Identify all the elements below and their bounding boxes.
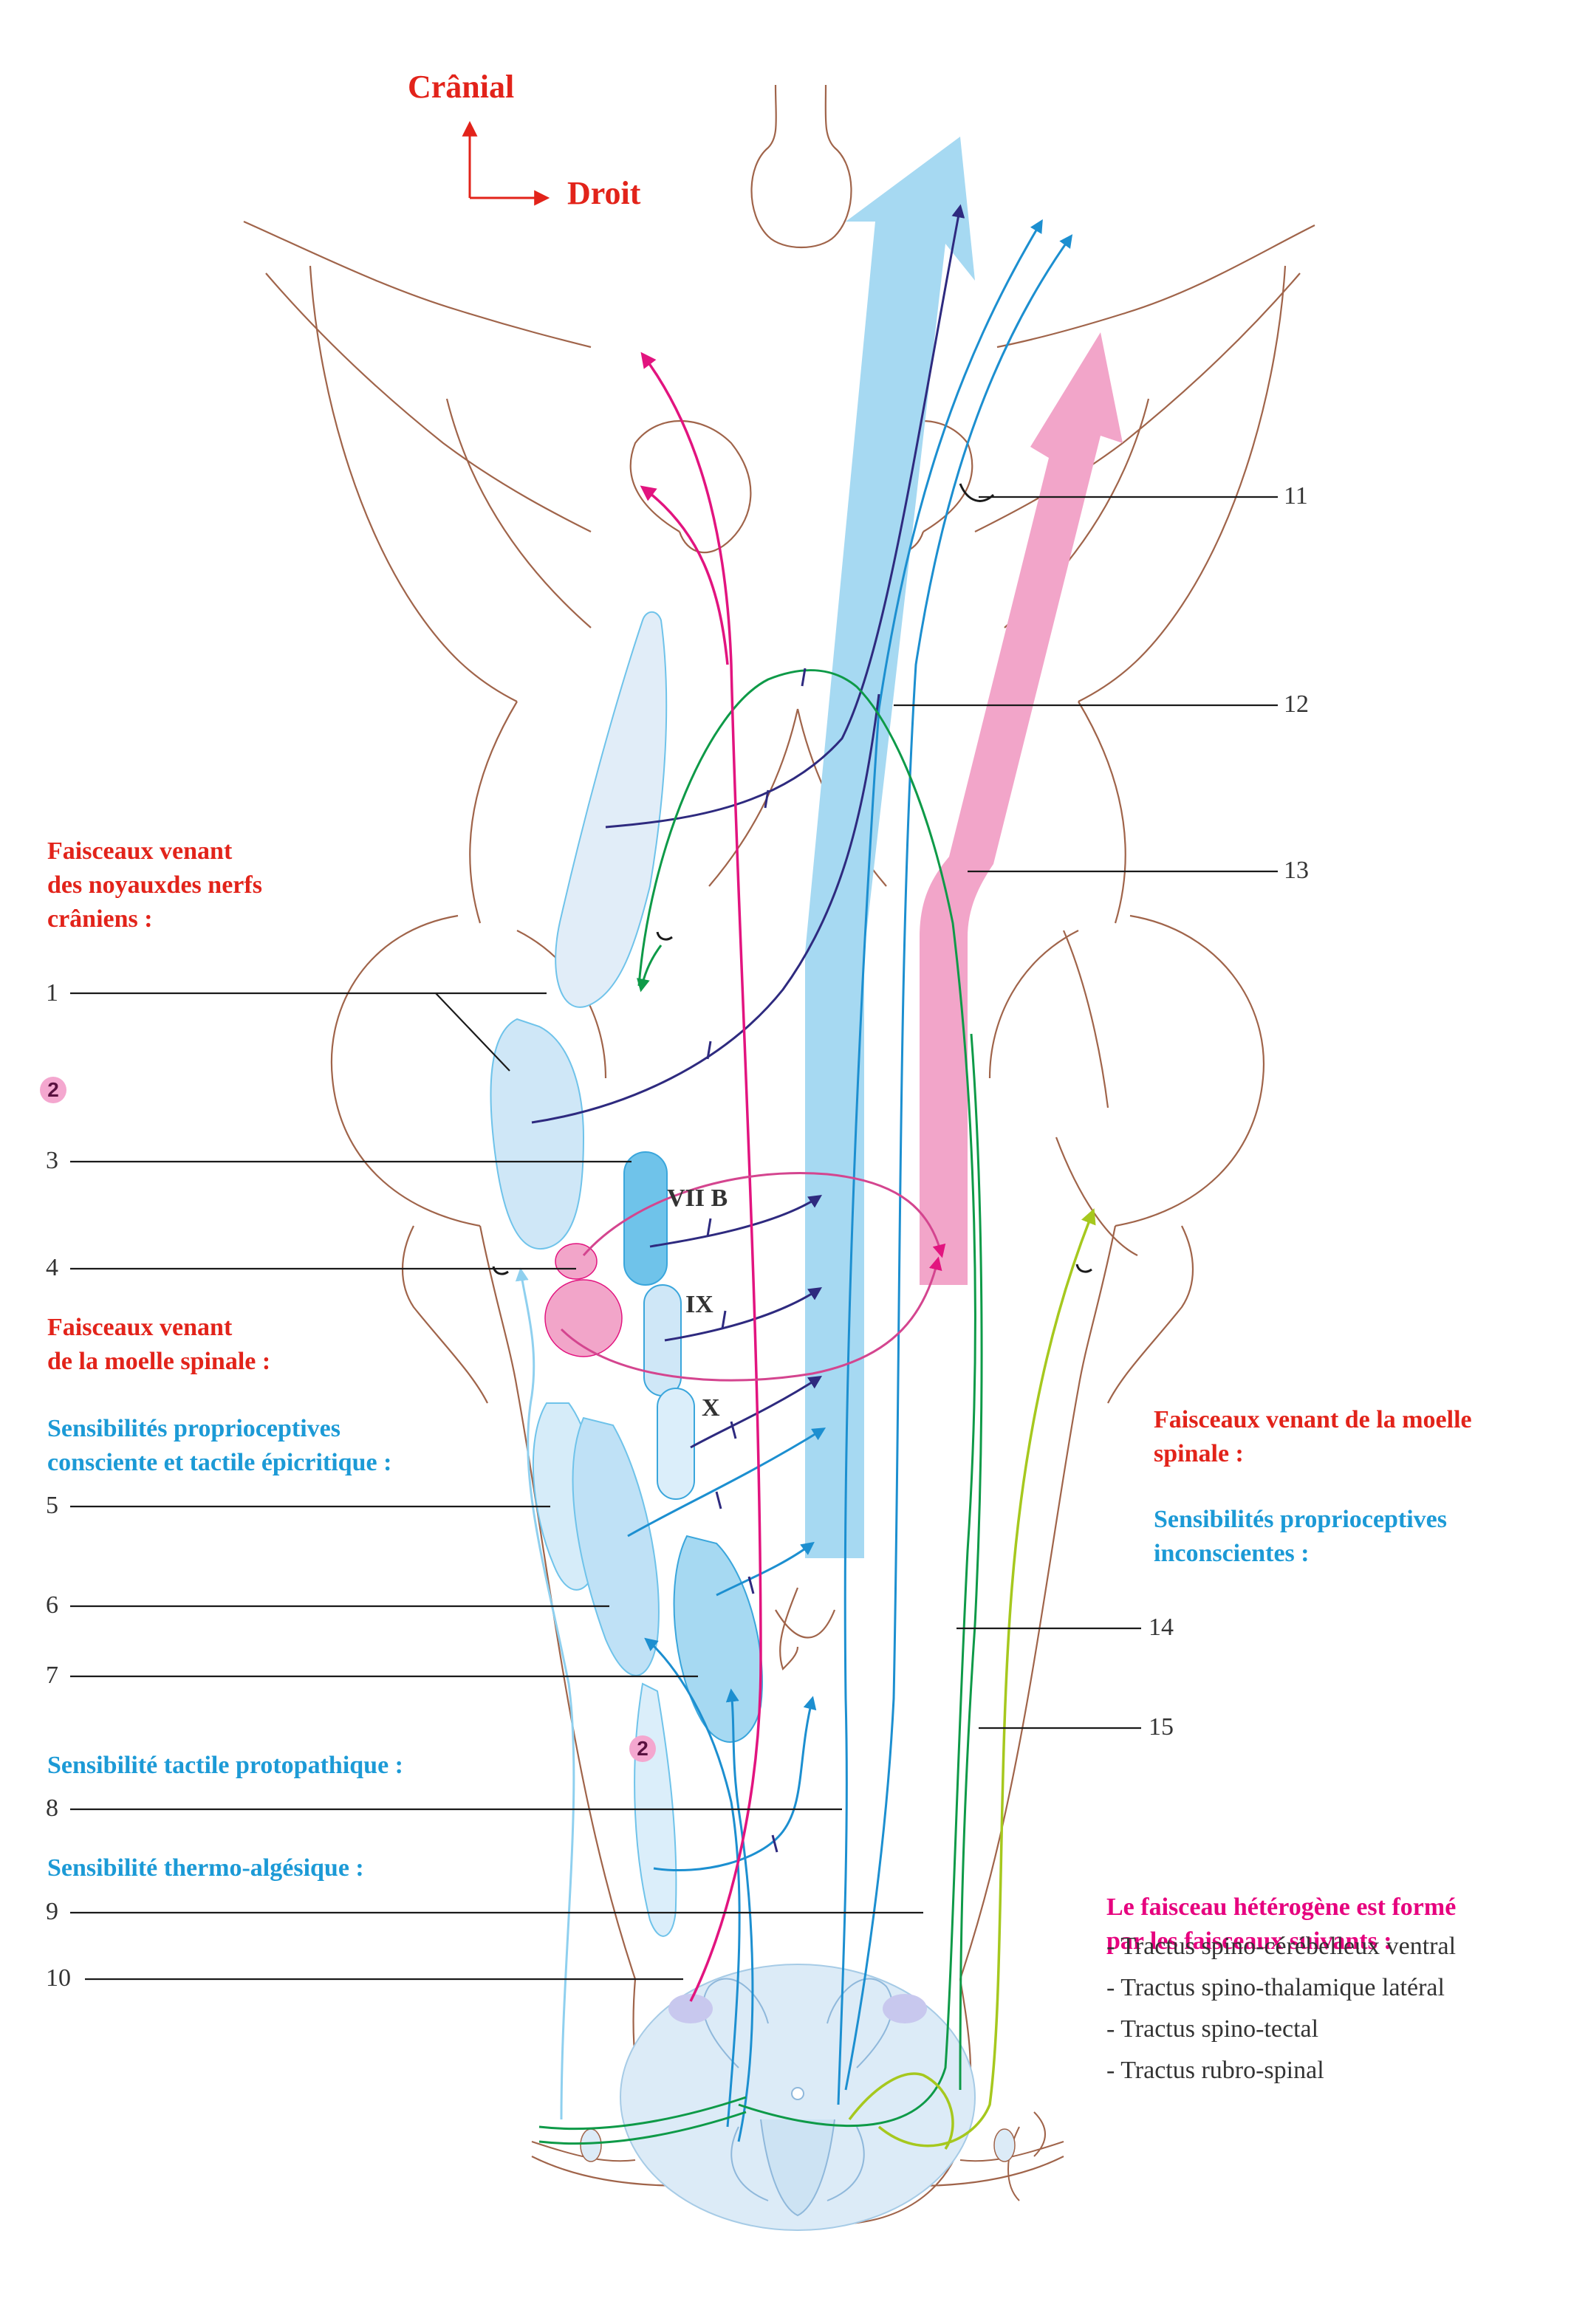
number-5: 5	[46, 1492, 58, 1519]
tract-item: - Tractus rubro-spinal	[1106, 2057, 1324, 2084]
right-label: Droit	[567, 175, 641, 211]
light-blue-line	[515, 1267, 575, 2120]
green-arrowhead	[637, 945, 663, 993]
fiber-ticks	[706, 668, 807, 1853]
cranial-label: Crânial	[408, 69, 515, 105]
navy-tract-lines	[531, 204, 965, 1449]
medial-lemniscus-arrow	[805, 137, 975, 1558]
number-4: 4	[46, 1254, 58, 1281]
number-3: 3	[46, 1147, 58, 1174]
number-6: 6	[46, 1591, 58, 1619]
green-tract-lines	[538, 669, 983, 2145]
number-9: 9	[46, 1898, 58, 1925]
magenta-tract-lines	[640, 352, 762, 2002]
badge-2-upper: 2	[40, 1077, 66, 1103]
number-8: 8	[46, 1795, 58, 1822]
spinal-cord-section	[531, 1964, 1064, 2231]
tract-item: - Tractus spino-tectal	[1106, 2015, 1319, 2043]
number-12: 12	[1284, 690, 1309, 718]
number-1: 1	[46, 979, 58, 1007]
number-15: 15	[1149, 1713, 1174, 1741]
tract-item: - Tractus spino-cérébelleux ventral	[1106, 1933, 1457, 1960]
blue-tract-lines	[627, 219, 1073, 2142]
pink-tract-arrow	[920, 332, 1123, 1285]
tract-list: - Tractus spino-cérébelleux ventral - Tr…	[1106, 1926, 1456, 2091]
brainstem-outline	[243, 84, 1315, 2227]
number-13: 13	[1284, 857, 1309, 884]
heading-protopathic: Sensibilité tactile protopathique :	[47, 1752, 403, 1779]
cranial-nuclei	[490, 611, 763, 1937]
vestibular-pink-loop	[560, 1171, 946, 1382]
heading-heterogeneous: Le faisceau hétérogène est formé par les…	[1106, 1893, 1457, 1955]
leader-lines	[70, 496, 1278, 1981]
heading-thermo: Sensibilité thermo-algésique :	[47, 1854, 364, 1882]
heading-proprio-conscious: Sensibilités proprioceptives consciente …	[47, 1415, 392, 1476]
nerve-label-x: X	[702, 1394, 720, 1422]
heading-cranial-nuclei: Faisceaux venant des noyauxdes nerfs crâ…	[47, 837, 262, 933]
badge-2-lower: 2	[629, 1735, 656, 1762]
heading-proprio-unconscious: Sensibilités proprioceptives inconscient…	[1154, 1506, 1447, 1567]
heading-spinal-cord-right: Faisceaux venant de la moelle spinale :	[1154, 1406, 1472, 1467]
number-11: 11	[1284, 482, 1308, 510]
nerve-label-ix: IX	[685, 1291, 713, 1318]
tract-item: - Tractus spino-thalamique latéral	[1106, 1974, 1445, 2001]
lime-tract-line	[848, 1208, 1096, 2150]
heading-spinal-cord-left: Faisceaux venant de la moelle spinale :	[47, 1314, 271, 1375]
nerve-label-vii-b: VII B	[667, 1185, 728, 1212]
number-7: 7	[46, 1662, 58, 1689]
number-14: 14	[1149, 1614, 1174, 1641]
orientation-arrows	[462, 120, 550, 206]
number-10: 10	[46, 1964, 71, 1992]
